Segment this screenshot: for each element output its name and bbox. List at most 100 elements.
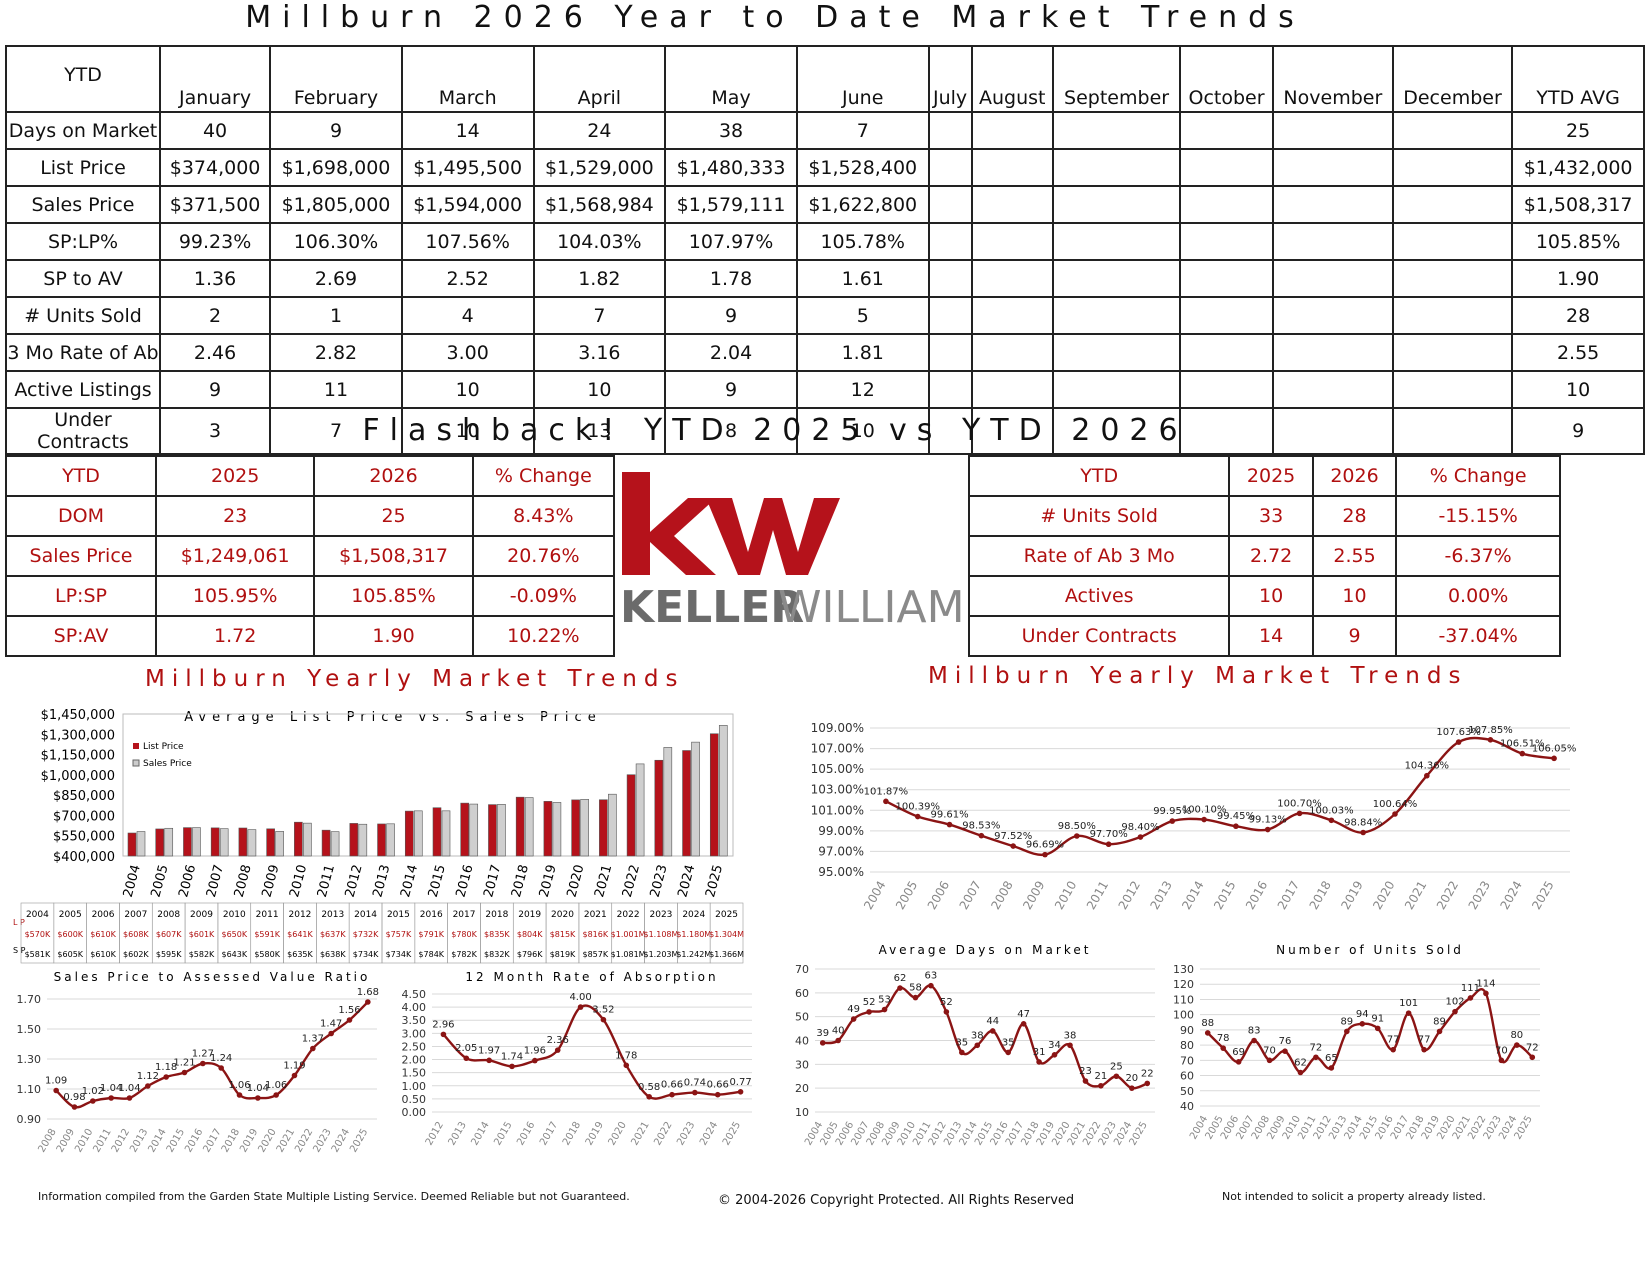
data-label: 49 bbox=[847, 1004, 860, 1015]
ytd-cell: 40 bbox=[158, 111, 272, 150]
flashback-row: Under Contracts 14 9 -37.04% bbox=[967, 615, 1561, 657]
table-year: 2010 bbox=[223, 910, 246, 920]
ytd-cell: $1,528,400 bbox=[795, 148, 930, 187]
data-label: 114 bbox=[1476, 978, 1495, 989]
data-label: 104.36% bbox=[1405, 761, 1450, 772]
ytd-row-label: Active Listings bbox=[5, 370, 161, 409]
splp-line-chart: 109.00% 107.00% 105.00% 103.00% 101.00% 99.00… bbox=[811, 721, 1577, 912]
bar-list-price bbox=[183, 827, 192, 857]
y-tick-label: 40 bbox=[795, 1035, 809, 1048]
data-point bbox=[218, 1065, 224, 1071]
data-label: 89 bbox=[1340, 1016, 1353, 1027]
ytd-cell bbox=[970, 296, 1054, 335]
data-point bbox=[737, 1089, 744, 1095]
data-label: 97.52% bbox=[994, 831, 1032, 842]
flashback-cell: -15.15% bbox=[1395, 495, 1561, 537]
ytd-cell bbox=[1391, 222, 1514, 261]
data-label: 1.19 bbox=[283, 1061, 305, 1072]
chart-title: Number of Units Sold bbox=[1276, 943, 1464, 957]
table-year: 2018 bbox=[485, 910, 508, 920]
footer-left: Information compiled from the Garden Sta… bbox=[38, 1190, 630, 1203]
data-point bbox=[600, 1016, 607, 1023]
ytd-row: 3 Mo Rate of Ab 2.46 2.82 3.00 3.16 2.04 1.81 2… bbox=[5, 333, 1645, 372]
table-sp-value: $643K bbox=[222, 950, 248, 959]
bar-sales-price bbox=[136, 831, 146, 857]
flashback-row: Rate of Ab 3 Mo 2.72 2.55 -6.37% bbox=[967, 535, 1561, 577]
bar-list-price bbox=[543, 801, 553, 857]
x-tick-label: 2024 bbox=[1497, 879, 1524, 912]
ytd-column-header: June bbox=[795, 45, 930, 113]
data-label: 107.63% bbox=[1436, 727, 1481, 738]
absorption-line-chart: 12 Month Rate of Absorption4.504.003.503… bbox=[402, 970, 752, 1148]
x-tick-label: 2009 bbox=[259, 863, 282, 899]
ytd-cell: 106.30% bbox=[269, 222, 403, 261]
table-sp-value: $595K bbox=[156, 950, 182, 959]
data-label: 52 bbox=[940, 997, 953, 1008]
ytd-cell: 107.56% bbox=[400, 222, 535, 261]
data-point bbox=[145, 1083, 151, 1089]
table-lp-value: $570K bbox=[25, 930, 51, 939]
ytd-column-header: September bbox=[1051, 45, 1182, 113]
data-point bbox=[1297, 1069, 1304, 1076]
y-tick-label: $1,450,000 bbox=[41, 708, 115, 723]
x-tick-label: 2019 bbox=[537, 863, 560, 899]
table-lp-value: $1.304M bbox=[709, 930, 744, 939]
flashback-header-cell: % Change bbox=[471, 455, 616, 497]
x-tick-label: 2018 bbox=[509, 863, 532, 899]
data-label: 52 bbox=[863, 997, 876, 1008]
series-line bbox=[885, 736, 1555, 857]
data-label: 1.04 bbox=[100, 1083, 122, 1094]
table-lp-value: $816K bbox=[583, 930, 609, 939]
ytd-cell: 1.61 bbox=[795, 259, 930, 298]
ytd-cell bbox=[970, 407, 1054, 455]
data-label: 97.70% bbox=[1090, 829, 1128, 840]
y-tick-label: $1,150,000 bbox=[41, 749, 115, 764]
data-point bbox=[1328, 1065, 1335, 1071]
data-point bbox=[1020, 1021, 1027, 1027]
kw-logo-mark: KELLER WILLIAMS bbox=[620, 472, 992, 633]
ytd-cell: 107.97% bbox=[664, 222, 798, 261]
data-point bbox=[440, 1031, 447, 1038]
ytd-cell bbox=[970, 148, 1054, 187]
ytd-cell bbox=[1391, 407, 1514, 455]
data-label: 100.10% bbox=[1182, 805, 1227, 816]
data-label: 101.87% bbox=[864, 786, 909, 797]
bar-sales-price bbox=[275, 831, 284, 857]
ytd-cell: 1.82 bbox=[532, 259, 667, 298]
y-tick-label: 95.00% bbox=[818, 865, 864, 879]
data-label: 107.85% bbox=[1468, 725, 1513, 736]
data-label: 88 bbox=[1201, 1018, 1214, 1029]
x-tick-label: 2020 bbox=[564, 863, 587, 899]
x-tick-label: 2016 bbox=[515, 1120, 537, 1148]
data-label: 78 bbox=[1217, 1033, 1230, 1044]
data-point bbox=[1405, 1010, 1412, 1016]
data-point bbox=[946, 821, 953, 828]
flashback-left-table: YTD 2025 2026% Change DOM 23 25 8.43% Sales Pri… bbox=[4, 455, 616, 657]
logo-wordmark-light: WILLIAMS bbox=[778, 582, 963, 633]
bar-list-price bbox=[404, 810, 414, 857]
ytd-cell bbox=[970, 185, 1054, 224]
data-label: 2.36 bbox=[547, 1035, 569, 1046]
y-tick-label: 50 bbox=[1180, 1085, 1194, 1098]
ytd-cell bbox=[1391, 185, 1514, 224]
data-point bbox=[866, 1009, 872, 1015]
ytd-column-header: February bbox=[269, 45, 403, 113]
table-sp-value: $610K bbox=[90, 950, 116, 959]
data-label: 23 bbox=[1079, 1066, 1092, 1077]
ytd-cell: 9 bbox=[1511, 407, 1645, 455]
spav-line-chart: Sales Price to Assessed Value Ratio 1.70 1… bbox=[17, 970, 379, 1155]
ytd-cell: 38 bbox=[664, 111, 798, 150]
y-tick-label: 20 bbox=[795, 1082, 809, 1095]
data-label: 53 bbox=[878, 995, 891, 1006]
data-point bbox=[692, 1089, 698, 1096]
y-tick-label: $550,000 bbox=[53, 830, 115, 845]
ytd-cell: 14 bbox=[400, 111, 535, 150]
data-point bbox=[1067, 1042, 1073, 1049]
ytd-cell: $1,432,000 bbox=[1511, 148, 1645, 187]
data-point bbox=[1264, 826, 1271, 833]
bar-list-price bbox=[321, 829, 331, 857]
table-sp-value: $581K bbox=[25, 950, 51, 959]
x-tick-label: 2011 bbox=[315, 863, 338, 899]
ytd-cell bbox=[927, 148, 973, 187]
